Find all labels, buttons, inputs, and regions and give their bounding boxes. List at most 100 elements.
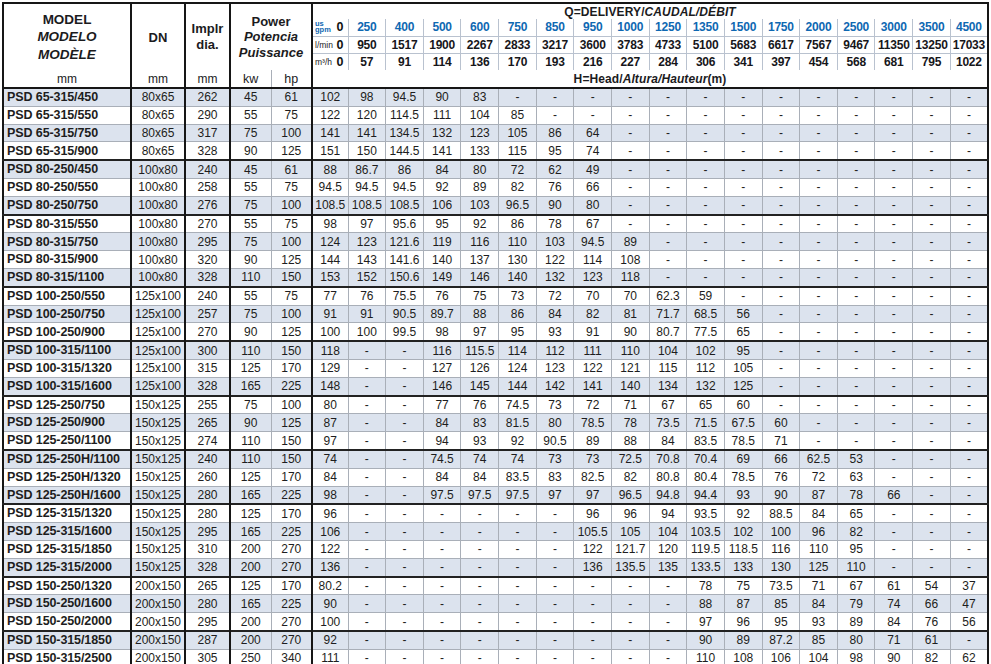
head-value-cell: - <box>762 88 800 106</box>
head-value-cell: 80.4 <box>687 468 725 486</box>
dn-cell: 125x100 <box>131 359 185 377</box>
model-cell: PSD 125-250H/1320 <box>3 468 131 486</box>
head-value-cell: 82 <box>913 649 951 664</box>
head-value-cell: 80 <box>574 196 612 214</box>
head-value-cell: 110 <box>687 649 725 664</box>
head-value-cell: 89 <box>461 178 499 196</box>
head-value-cell: 76 <box>423 287 461 305</box>
model-cell: PSD 125-315/1320 <box>3 504 131 522</box>
head-value-cell: 118 <box>612 268 650 286</box>
model-cell: PSD 125-250H/1600 <box>3 486 131 504</box>
head-value-cell: - <box>499 577 537 595</box>
head-value-cell: 122 <box>312 540 348 558</box>
table-row: PSD 100-315/1320125x100315125170129--127… <box>3 359 988 377</box>
head-value-cell: - <box>499 595 537 613</box>
head-value-cell: 123 <box>461 124 499 142</box>
head-value-cell: 78 <box>612 414 650 432</box>
head-value-cell: 119.5 <box>687 540 725 558</box>
head-value-cell: 96 <box>312 504 348 522</box>
head-value-cell: - <box>913 450 951 468</box>
impeller-dia-cell: 328 <box>185 377 230 395</box>
head-value-cell: - <box>386 558 424 576</box>
model-cell: PSD 80-315/900 <box>3 251 131 269</box>
hp-cell: 75 <box>271 106 312 124</box>
head-value-cell: 86 <box>536 124 574 142</box>
dn-cell: 100x80 <box>131 268 185 286</box>
flow-value-cell: 91 <box>386 53 424 70</box>
head-value-cell: - <box>348 649 386 664</box>
head-value-cell: - <box>762 287 800 305</box>
head-value-cell: - <box>837 124 875 142</box>
head-value-cell: - <box>536 540 574 558</box>
head-value-cell: 59 <box>687 287 725 305</box>
head-value-cell: 77.5 <box>687 323 725 341</box>
head-value-cell: 95 <box>423 215 461 233</box>
impeller-dia-cell: 295 <box>185 613 230 631</box>
head-value-cell: - <box>348 396 386 414</box>
table-row: PSD 125-315/1600150x125295165225106-----… <box>3 523 988 541</box>
head-value-cell: 66 <box>875 486 913 504</box>
head-value-cell: - <box>913 414 951 432</box>
head-value-cell: 72 <box>499 160 537 178</box>
flow-value-cell: 1022 <box>950 53 988 70</box>
flow-value-cell: 193 <box>536 53 574 70</box>
table-row: PSD 125-250/1100150x12527411015097--9493… <box>3 432 988 450</box>
head-value-cell: 98 <box>423 323 461 341</box>
head-value-cell: - <box>950 215 988 233</box>
flow-value-cell: 3217 <box>536 36 574 53</box>
head-value-cell: 141.6 <box>386 251 424 269</box>
head-value-cell: 132 <box>423 124 461 142</box>
head-value-cell: - <box>724 142 762 160</box>
head-value-cell: 69 <box>724 450 762 468</box>
head-value-cell: - <box>612 124 650 142</box>
head-value-cell: - <box>875 88 913 106</box>
dn-cell: 100x80 <box>131 233 185 251</box>
head-value-cell: - <box>724 215 762 233</box>
head-value-cell: - <box>724 233 762 251</box>
head-value-cell: 137 <box>461 251 499 269</box>
kw-cell: 55 <box>230 178 271 196</box>
head-value-cell: - <box>875 268 913 286</box>
head-value-cell: - <box>950 341 988 359</box>
head-value-cell: - <box>348 613 386 631</box>
head-value-cell: - <box>386 631 424 649</box>
head-value-cell: - <box>612 160 650 178</box>
head-value-cell: 72 <box>574 396 612 414</box>
head-value-cell: - <box>499 540 537 558</box>
head-value-cell: 123 <box>536 359 574 377</box>
impeller-dia-cell: 276 <box>185 196 230 214</box>
head-value-cell: 108.5 <box>312 196 348 214</box>
flow-value-cell: 1900 <box>423 36 461 53</box>
head-value-cell: - <box>612 215 650 233</box>
head-value-cell: 60 <box>724 396 762 414</box>
head-value-cell: 65 <box>837 504 875 522</box>
head-value-cell: 93 <box>724 486 762 504</box>
head-value-cell: - <box>950 142 988 160</box>
head-value-cell: - <box>348 341 386 359</box>
hp-cell: 125 <box>271 323 312 341</box>
head-value-cell: - <box>837 359 875 377</box>
head-value-cell: 130 <box>762 558 800 576</box>
head-value-cell: 132 <box>536 268 574 286</box>
flow-value-cell: 2833 <box>499 36 537 53</box>
head-value-cell: - <box>762 341 800 359</box>
table-row: PSD 125-250H/1100150x12524011015074--74.… <box>3 450 988 468</box>
head-value-cell: 86 <box>386 160 424 178</box>
head-value-cell: - <box>536 577 574 595</box>
head-value-cell: - <box>649 88 687 106</box>
hp-cell: 270 <box>271 558 312 576</box>
head-value-cell: 73 <box>536 450 574 468</box>
head-value-cell: - <box>762 124 800 142</box>
head-value-cell: 76 <box>461 396 499 414</box>
model-cell: PSD 80-250/550 <box>3 178 131 196</box>
head-value-cell: 76 <box>762 468 800 486</box>
head-value-cell: - <box>574 613 612 631</box>
head-value-cell: - <box>649 196 687 214</box>
head-value-cell: - <box>800 160 838 178</box>
head-value-cell: 140 <box>612 377 650 395</box>
head-value-cell: - <box>950 178 988 196</box>
flow-value-cell: 950 <box>574 19 612 36</box>
head-value-cell: 82 <box>499 178 537 196</box>
head-value-cell: - <box>348 486 386 504</box>
head-value-cell: 100 <box>348 323 386 341</box>
